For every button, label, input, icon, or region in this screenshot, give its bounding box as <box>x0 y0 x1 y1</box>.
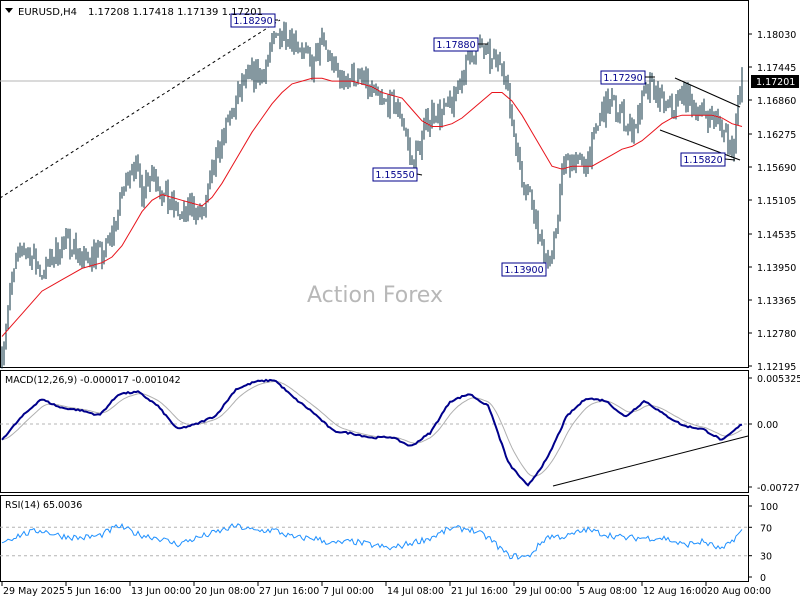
watermark: Action Forex <box>307 283 443 308</box>
time-axis-label: 13 Jun 00:00 <box>131 586 191 597</box>
rsi-axis-label: 0 <box>760 573 766 584</box>
price-axis-label: 1.16275 <box>757 130 796 141</box>
time-axis-label: 21 Jul 16:00 <box>451 586 508 597</box>
wedge-upper-line <box>674 77 741 108</box>
rsi-panel-frame <box>0 495 749 582</box>
time-axis-label: 7 Jul 00:00 <box>323 586 374 597</box>
price-label: 1.17290 <box>603 73 642 84</box>
time-axis-label: 12 Aug 16:00 <box>643 586 707 597</box>
price-label-box <box>501 262 547 277</box>
price-label: 1.13900 <box>504 265 543 276</box>
price-axis-label: 1.17445 <box>757 63 796 74</box>
rsi-axis-label: 100 <box>760 502 778 513</box>
main-panel-frame <box>0 0 749 368</box>
macd-plot <box>0 378 749 487</box>
price-axis-label: 1.15105 <box>757 196 796 207</box>
dashed-trendline <box>0 19 281 199</box>
current-price-value: 1.17201 <box>756 77 795 88</box>
price-label: 1.18290 <box>233 16 272 27</box>
symbol-label: EURUSD,H4 <box>18 7 77 18</box>
rsi-axis-label: 30 <box>760 552 772 563</box>
triangle-down-icon[interactable] <box>5 8 13 13</box>
current-price-tag <box>751 75 799 88</box>
price-axis-label: 1.15690 <box>757 163 796 174</box>
moving-average-line <box>1 77 743 337</box>
price-axis-label: 1.13950 <box>757 263 796 274</box>
price-axis-label: 1.18030 <box>757 30 796 41</box>
macd-signal-line <box>1 380 743 477</box>
time-axis-label: 20 Aug 00:00 <box>707 586 771 597</box>
price-axis-label: 1.16860 <box>757 96 796 107</box>
price-label-leader <box>416 173 423 176</box>
time-axis-label: 27 Jun 16:00 <box>259 586 319 597</box>
rsi-axis-label: 70 <box>760 523 772 534</box>
time-axis-label: 29 May 2025 <box>3 586 65 597</box>
price-plot: 1.18290 1.17880 1.17290 1.15550 1.13900 1.158… <box>0 13 748 369</box>
rsi-line <box>1 523 743 560</box>
macd-trendline <box>552 435 749 487</box>
macd-main-line <box>1 378 743 487</box>
axes: 1.18030 1.17445 1.16860 1.16275 1.15690 1.151… <box>1 30 800 597</box>
wedge-lower-line <box>659 129 741 161</box>
time-axis-label: 5 Jun 16:00 <box>67 586 121 597</box>
macd-axis-label: 0.005325 <box>757 374 800 385</box>
macd-title: MACD(12,26,9) -0.000017 -0.001042 <box>5 375 181 386</box>
rsi-title: RSI(14) 65.0036 <box>5 500 82 511</box>
time-axis-label: 14 Jul 08:00 <box>387 586 444 597</box>
price-axis-label: 1.13365 <box>757 296 796 307</box>
price-axis-label: 1.14535 <box>757 230 796 241</box>
price-axis-label: 1.12780 <box>757 329 796 340</box>
ohlc-values: 1.17208 1.17418 1.17139 1.17201 <box>88 7 263 18</box>
macd-axis-label: 0.00 <box>757 420 778 431</box>
price-label-leader <box>724 158 736 161</box>
price-axis-label: 1.12195 <box>757 362 796 373</box>
price-label: 1.17880 <box>436 40 475 51</box>
time-axis-label: 29 Jul 00:00 <box>515 586 572 597</box>
macd-axis-label: -0.007273 <box>757 483 800 494</box>
price-label: 1.15550 <box>375 170 414 181</box>
time-axis-label: 20 Jun 08:00 <box>195 586 255 597</box>
rsi-plot <box>0 523 748 560</box>
price-label: 1.15820 <box>683 155 722 166</box>
macd-panel-frame <box>0 370 749 493</box>
time-axis-label: 5 Aug 08:00 <box>579 586 637 597</box>
